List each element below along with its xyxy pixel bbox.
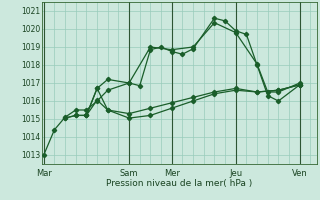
X-axis label: Pression niveau de la mer( hPa ): Pression niveau de la mer( hPa ) (106, 179, 252, 188)
